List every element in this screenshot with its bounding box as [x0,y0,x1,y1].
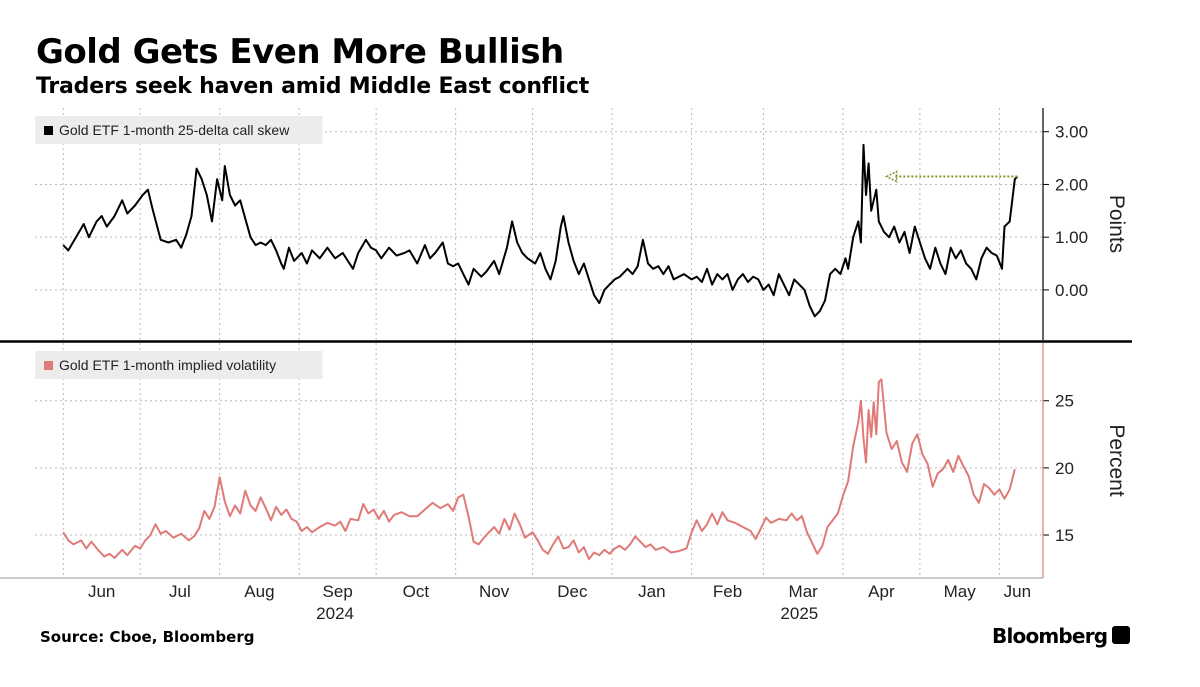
source-note: Source: Cboe, Bloomberg [40,628,255,646]
y-tick-label-vol-2: 15 [1055,526,1074,545]
y-tick-label-skew-2: 1.00 [1055,228,1088,247]
y-tick-label-vol-0: 25 [1055,392,1074,411]
bottom-panel: 25 20 15 Percent Gold ETF 1-month implied vo… [35,343,1128,578]
y-tick-label-skew-3: 0.00 [1055,281,1088,300]
x-tick-label-0: Jun [88,582,115,601]
x-tick-label-6: Dec [557,582,588,601]
x-tick-label-9: Mar [789,582,819,601]
chart-title: Gold Gets Even More Bullish [36,32,564,72]
y-tick-label-skew-1: 2.00 [1055,175,1088,194]
legend-label-vol: Gold ETF 1-month implied volatility [59,357,276,373]
x-tick-label-1: Jul [169,582,191,601]
annotation-arrow-head [884,170,898,183]
legend-label-skew: Gold ETF 1-month 25-delta call skew [59,122,290,138]
legend-swatch-skew [44,126,53,135]
legend-box-skew [35,116,323,144]
legend-box-vol [35,351,323,379]
x-tick-label-12: Jun [1004,582,1031,601]
x-axis: Jun Jul Aug Sep Oct Nov Dec Jan Feb Mar Apr May Jun 2… [0,340,1132,623]
x-tick-label-3: Sep [323,582,353,601]
chart-subtitle: Traders seek haven amid Middle East conf… [36,74,590,99]
x-tick-label-5: Nov [479,582,510,601]
x-tick-label-4: Oct [403,582,430,601]
x-year-label-0: 2024 [316,604,354,623]
y-tick-label-skew-0: 3.00 [1055,123,1088,142]
y-tick-label-vol-1: 20 [1055,459,1074,478]
chart-logo-icon [1112,626,1130,644]
series-line-skew-0 [62,143,1019,318]
x-tick-label-8: Feb [713,582,742,601]
y-axis-title-skew: Points [1105,195,1128,253]
x-tick-label-11: May [944,582,977,601]
x-year-label-1: 2025 [780,604,818,623]
x-tick-label-7: Jan [638,582,665,601]
y-axis-title-vol: Percent [1105,424,1128,497]
brand-logo-text: Bloomberg [992,624,1108,648]
series-line-vol-0 [62,378,1016,561]
top-panel: 3.00 2.00 1.00 0.00 Points Gold ETF 1-month 2… [35,108,1128,340]
x-tick-label-10: Apr [868,582,895,601]
x-tick-label-2: Aug [244,582,274,601]
legend-swatch-vol [44,361,53,370]
